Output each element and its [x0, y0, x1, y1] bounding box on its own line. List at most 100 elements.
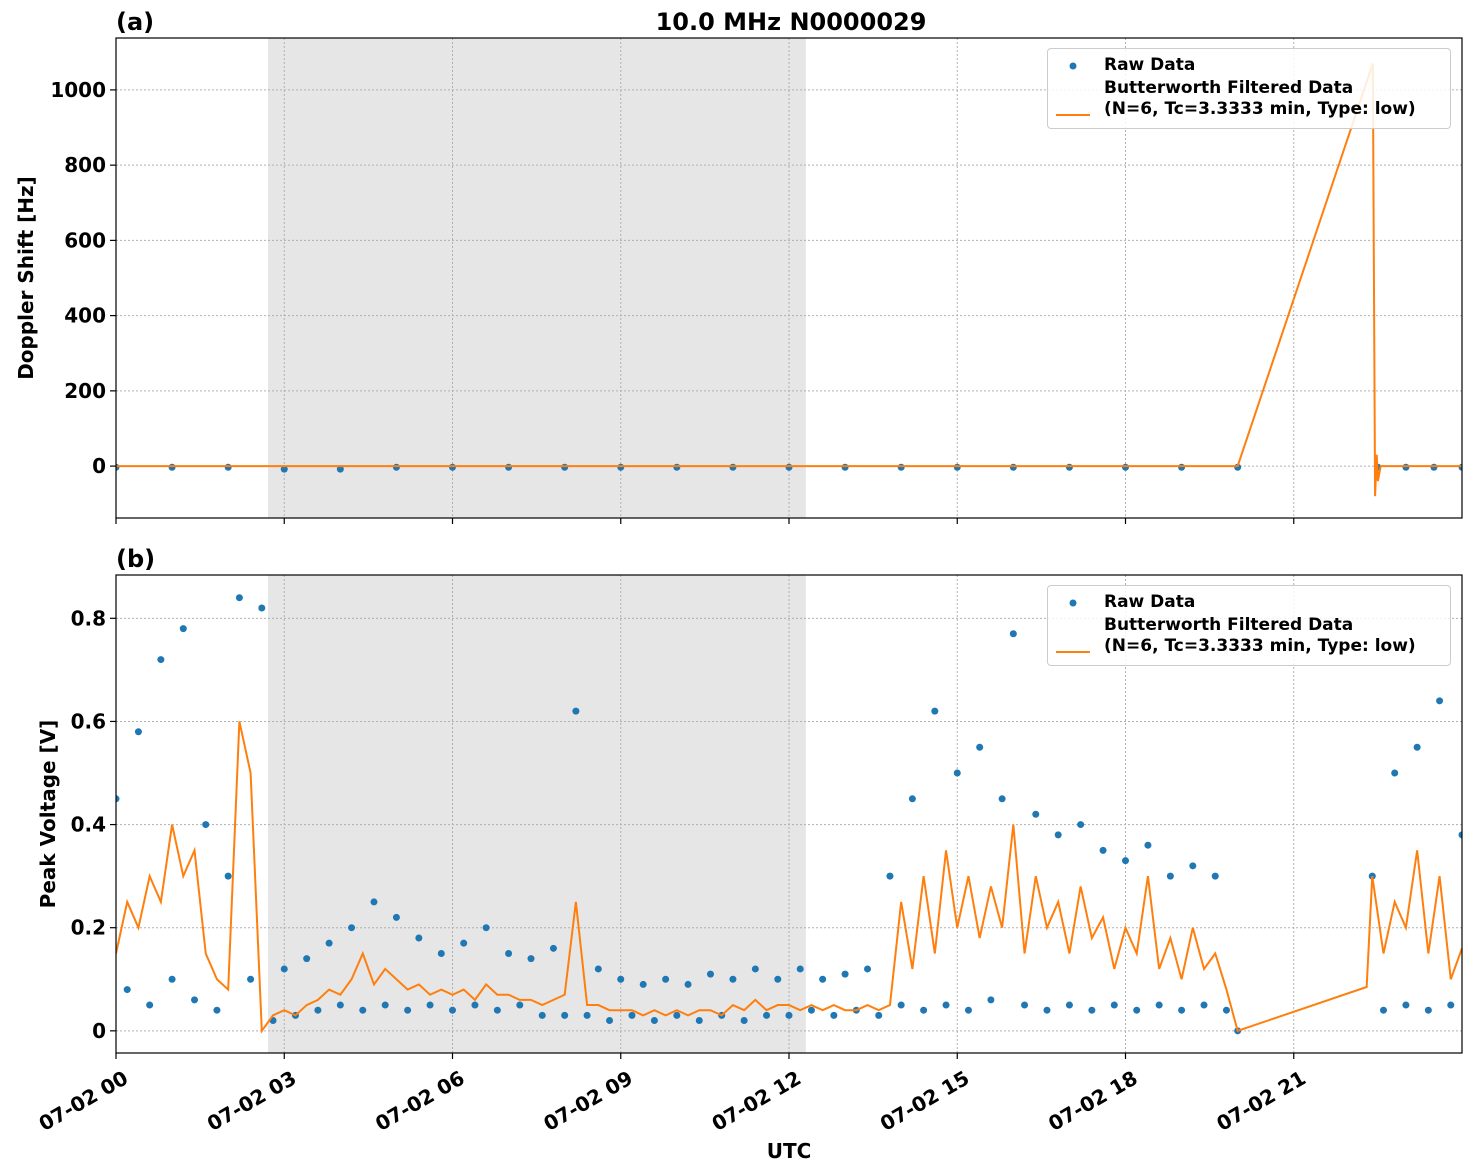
raw-point — [1424, 1006, 1432, 1014]
raw-point — [673, 463, 681, 471]
legend-icon — [1069, 62, 1077, 70]
legend: Raw Data Butterworth Filtered Data (N=6, … — [1047, 48, 1451, 129]
legend-label: Butterworth Filtered Data (N=6, Tc=3.333… — [1104, 78, 1416, 119]
y-tick-label: 600 — [64, 228, 106, 252]
raw-point — [931, 707, 939, 715]
y-tick-label: 0.4 — [71, 813, 106, 837]
raw-point — [258, 604, 266, 612]
raw-point — [235, 594, 243, 602]
raw-point — [336, 465, 344, 473]
raw-point — [953, 769, 961, 777]
raw-point — [549, 944, 557, 952]
raw-point — [1144, 841, 1152, 849]
legend-label: Raw Data — [1104, 55, 1196, 75]
raw-point — [157, 656, 165, 664]
raw-point — [617, 463, 625, 471]
raw-point — [179, 625, 187, 633]
raw-point — [224, 872, 232, 880]
raw-point — [942, 1001, 950, 1009]
raw-point — [841, 970, 849, 978]
raw-point — [695, 1017, 703, 1025]
legend-entry: Butterworth Filtered Data (N=6, Tc=3.333… — [1048, 78, 1450, 122]
legend-icon — [1069, 599, 1077, 607]
raw-point — [740, 1017, 748, 1025]
raw-point — [1222, 1006, 1230, 1014]
raw-point — [280, 965, 288, 973]
raw-point — [796, 965, 804, 973]
raw-point — [426, 1001, 434, 1009]
plot-area — [116, 594, 1462, 1035]
legend-marker — [1069, 599, 1077, 607]
x-tick-label: 07-02 21 — [1212, 1066, 1310, 1136]
raw-point — [1032, 810, 1040, 818]
raw-point — [1391, 769, 1399, 777]
raw-point — [1166, 872, 1174, 880]
legend-marker — [1069, 62, 1077, 70]
raw-point — [1122, 463, 1129, 471]
legend-icon — [1056, 114, 1090, 116]
raw-point — [168, 975, 176, 983]
raw-point — [886, 872, 894, 880]
raw-point — [572, 707, 580, 715]
raw-point — [617, 975, 625, 983]
raw-point — [415, 934, 423, 942]
panel-label: (a) — [116, 8, 154, 36]
raw-point — [998, 795, 1006, 803]
raw-point — [213, 1006, 221, 1014]
raw-point — [953, 463, 961, 471]
raw-point — [1009, 630, 1017, 638]
raw-point — [247, 975, 255, 983]
raw-point — [168, 463, 176, 471]
raw-point — [875, 1011, 883, 1019]
y-tick-label: 0 — [92, 454, 106, 478]
raw-point — [1065, 1001, 1073, 1009]
x-tick-label: 07-02 09 — [539, 1066, 637, 1136]
x-tick-label: 07-02 15 — [876, 1066, 974, 1136]
raw-point — [819, 975, 827, 983]
raw-point — [437, 949, 445, 957]
y-axis-label: Peak Voltage [V] — [36, 720, 60, 909]
raw-point — [639, 980, 647, 988]
raw-point — [325, 939, 333, 947]
raw-point — [1009, 463, 1017, 471]
raw-point — [1447, 1001, 1455, 1009]
y-tick-label: 0.8 — [71, 606, 106, 630]
raw-point — [516, 1001, 524, 1009]
raw-point — [807, 1006, 815, 1014]
raw-point — [202, 821, 210, 829]
raw-point — [1043, 1006, 1051, 1014]
shaded-span — [267, 38, 806, 518]
raw-point — [897, 1001, 905, 1009]
plot-frame — [115, 37, 1463, 519]
raw-point — [561, 463, 569, 471]
raw-point — [662, 975, 670, 983]
raw-point — [1133, 1006, 1141, 1014]
legend-entry: Raw Data — [1048, 55, 1450, 76]
legend-entry: Butterworth Filtered Data (N=6, Tc=3.333… — [1048, 615, 1450, 659]
raw-point — [751, 965, 759, 973]
raw-point — [729, 975, 737, 983]
raw-point — [482, 924, 490, 932]
raw-point — [392, 463, 400, 471]
raw-point — [987, 996, 995, 1004]
raw-point — [493, 1006, 501, 1014]
plot-frame — [115, 574, 1463, 1054]
panel-label: (b) — [116, 545, 155, 573]
raw-point — [116, 795, 120, 803]
raw-point — [1402, 1001, 1410, 1009]
raw-point — [314, 1006, 322, 1014]
raw-point — [505, 949, 513, 957]
legend-label: Butterworth Filtered Data (N=6, Tc=3.333… — [1104, 615, 1416, 656]
y-tick-label: 400 — [64, 304, 106, 328]
raw-point — [1458, 831, 1462, 839]
raw-point — [527, 955, 535, 963]
raw-point — [123, 986, 131, 994]
raw-point — [460, 939, 468, 947]
raw-point — [1077, 821, 1085, 829]
raw-point — [303, 955, 311, 963]
raw-point — [1110, 1001, 1118, 1009]
raw-point — [224, 463, 232, 471]
raw-point — [830, 1011, 838, 1019]
